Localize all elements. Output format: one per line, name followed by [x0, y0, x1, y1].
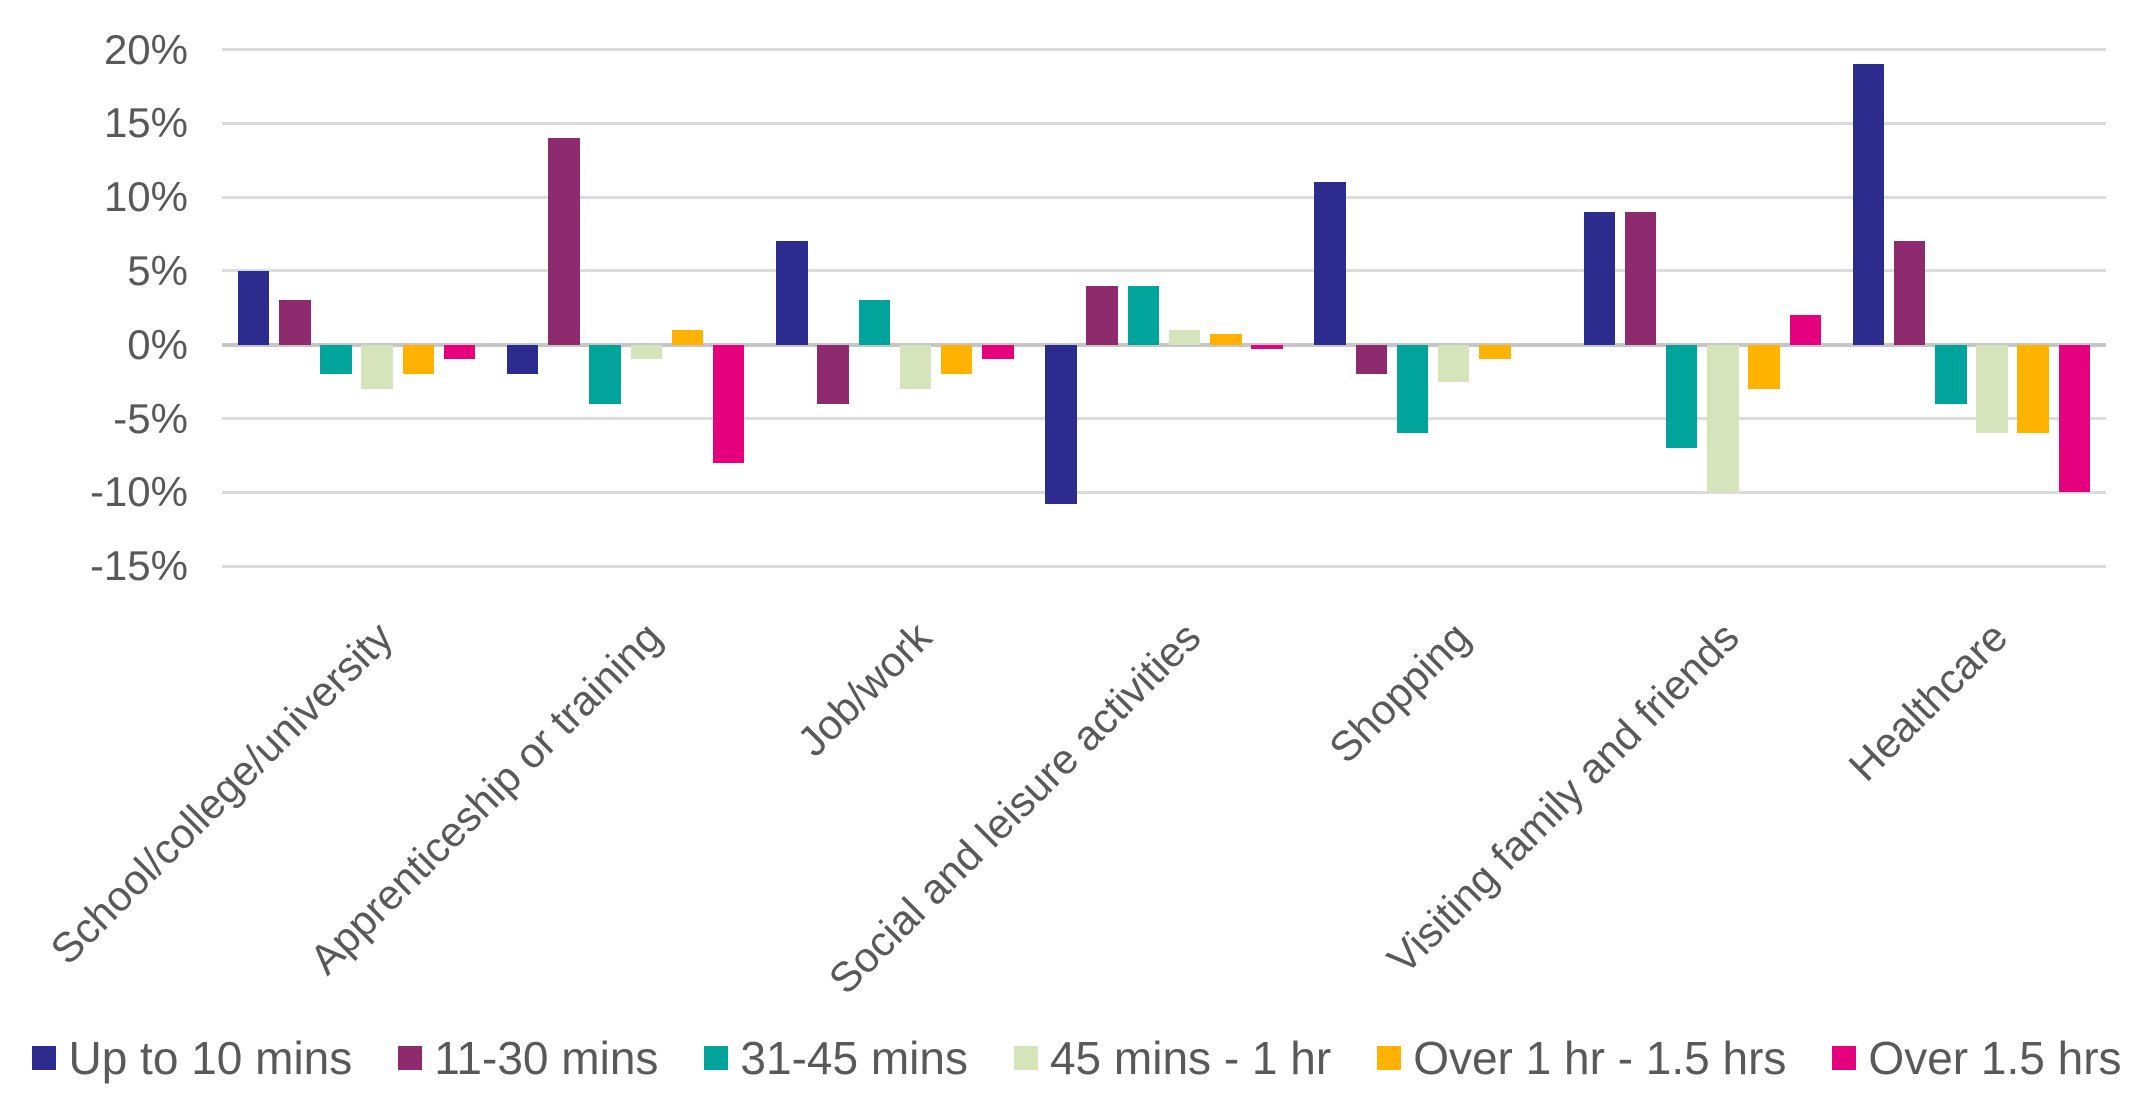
- bar: [2017, 344, 2049, 434]
- bar: [671, 329, 704, 345]
- bar: [1210, 334, 1242, 345]
- bar: [1748, 344, 1780, 389]
- legend-item: Over 1.5 hrs: [1832, 1031, 2122, 1085]
- legend-swatch: [1013, 1046, 1038, 1070]
- legend: Up to 10 mins 11-30 mins 31-45 mins 45 mins…: [0, 1030, 2154, 1086]
- bar: [1355, 344, 1388, 375]
- bar: [776, 241, 808, 345]
- gridline: [222, 195, 2106, 199]
- bar: [1665, 344, 1698, 449]
- bar: [1437, 344, 1470, 382]
- bar: [361, 344, 393, 389]
- legend-item: Over 1 hr - 1.5 hrs: [1377, 1031, 1786, 1085]
- legend-label: Over 1 hr - 1.5 hrs: [1413, 1032, 1787, 1084]
- bar: [506, 344, 539, 375]
- bar: [1396, 344, 1429, 434]
- legend-label: Over 1.5 hrs: [1868, 1032, 2122, 1084]
- x-axis-category-label: Shopping: [1319, 613, 1479, 772]
- bar: [1852, 64, 1885, 345]
- bar: [1789, 315, 1822, 345]
- legend-swatch: [1377, 1046, 1402, 1070]
- bar: [712, 344, 745, 463]
- y-axis-tick-label: -15%: [89, 542, 188, 590]
- bar: [1314, 182, 1346, 345]
- bar: [2058, 344, 2091, 493]
- legend-item: 31-45 mins: [704, 1031, 968, 1085]
- bar: [1893, 241, 1926, 345]
- y-axis-tick-label: 20%: [103, 25, 188, 73]
- bar: [320, 344, 352, 375]
- bar: [589, 344, 621, 404]
- bar: [630, 344, 663, 360]
- legend-label: 31-45 mins: [740, 1032, 968, 1084]
- bar: [940, 344, 973, 375]
- legend-label: Up to 10 mins: [68, 1032, 353, 1084]
- gridline: [222, 121, 2106, 125]
- legend-item: Up to 10 mins: [32, 1031, 352, 1085]
- legend-label: 11-30 mins: [434, 1032, 659, 1084]
- legend-item: 11-30 mins: [398, 1031, 658, 1085]
- bar: [1976, 344, 2008, 434]
- gridline: [222, 564, 2106, 568]
- bar: [1127, 285, 1160, 345]
- legend-item: 45 mins - 1 hr: [1013, 1031, 1332, 1085]
- bar: [1251, 344, 1283, 350]
- bar: [279, 300, 311, 345]
- legend-swatch: [1832, 1046, 1857, 1070]
- y-axis-tick-label: 0%: [127, 320, 188, 368]
- x-axis-category-label: Healthcare: [1839, 613, 2017, 790]
- gridline: [222, 48, 2106, 52]
- bar: [443, 344, 476, 360]
- legend-label: 45 mins - 1 hr: [1049, 1032, 1332, 1084]
- bar: [817, 344, 849, 404]
- y-axis-tick-label: -10%: [89, 468, 188, 516]
- bar: [1707, 344, 1739, 493]
- legend-swatch: [398, 1046, 423, 1070]
- bar: [982, 344, 1014, 360]
- bar: [1045, 344, 1077, 505]
- bar: [1479, 344, 1511, 360]
- x-axis-category-label: Job/work: [788, 613, 941, 766]
- bar: [548, 138, 580, 345]
- gridline: [222, 417, 2106, 421]
- y-axis-tick-label: 15%: [103, 99, 188, 147]
- bar: [1168, 329, 1201, 345]
- bar: [858, 300, 890, 345]
- gridline: [222, 269, 2106, 273]
- bar: [1086, 285, 1118, 345]
- bar: [1935, 344, 1967, 404]
- y-axis-tick-label: -5%: [113, 394, 188, 442]
- y-axis-tick-label: 5%: [127, 246, 188, 294]
- legend-swatch: [32, 1046, 57, 1070]
- bar: [237, 270, 270, 345]
- bar: [1624, 211, 1657, 345]
- bar: [1583, 211, 1616, 345]
- legend-swatch: [704, 1046, 729, 1070]
- bar: [899, 344, 932, 389]
- zero-axis-line: [222, 342, 2106, 347]
- bar: [402, 344, 435, 375]
- gridline: [222, 490, 2106, 494]
- y-axis-tick-label: 10%: [103, 173, 188, 221]
